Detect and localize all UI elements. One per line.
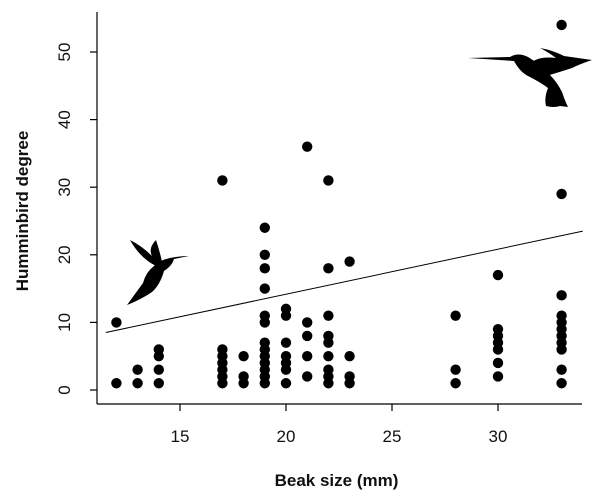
trendline	[105, 230, 583, 334]
data-point	[280, 337, 292, 348]
trendline-group	[105, 230, 583, 334]
data-point	[280, 310, 292, 321]
x-tick-label: 30	[489, 427, 508, 446]
data-point	[556, 378, 567, 389]
data-point	[302, 330, 313, 342]
data-point	[323, 378, 334, 389]
y-tick-label: 40	[55, 110, 74, 129]
data-point	[323, 175, 334, 186]
y-tick-label: 30	[55, 178, 74, 197]
data-point	[450, 364, 461, 375]
data-point	[259, 249, 270, 260]
axes: 15 20 25 30 0 10 20 30 40 50 Beak size (mm) Humminb…	[13, 12, 582, 490]
data-point	[450, 310, 461, 321]
data-point	[238, 351, 249, 362]
data-point	[153, 364, 164, 375]
data-point	[217, 175, 228, 186]
data-point	[556, 188, 567, 200]
data-point	[259, 263, 270, 274]
data-point	[492, 357, 504, 369]
data-point	[259, 317, 270, 328]
data-point	[302, 141, 313, 152]
data-point	[323, 263, 334, 274]
data-point	[132, 378, 143, 389]
x-tick-label: 25	[383, 427, 402, 446]
data-point	[450, 378, 461, 389]
data-point	[344, 351, 355, 362]
data-points	[111, 19, 567, 389]
data-point	[556, 344, 567, 355]
y-axis-title: Humminbird degree	[13, 131, 32, 292]
data-point	[153, 351, 164, 362]
hummingbird-left-icon	[127, 240, 189, 305]
data-point	[111, 378, 122, 389]
y-tick-label: 50	[55, 43, 74, 62]
data-point	[153, 378, 164, 389]
data-point	[111, 317, 122, 328]
data-point	[323, 310, 334, 321]
data-point	[302, 317, 313, 328]
data-point	[344, 256, 355, 267]
data-point	[492, 269, 504, 281]
data-point	[259, 222, 270, 233]
data-point	[238, 378, 249, 389]
data-point	[302, 371, 313, 382]
data-point	[556, 290, 567, 301]
data-point	[132, 364, 143, 375]
y-tick-label: 0	[55, 385, 74, 394]
x-tick-label: 15	[171, 427, 190, 446]
data-point	[217, 378, 228, 389]
data-point	[323, 351, 334, 362]
data-point	[280, 378, 292, 389]
y-tick-label: 20	[55, 245, 74, 264]
x-tick-label: 20	[277, 427, 296, 446]
data-point	[492, 344, 504, 355]
hummingbird-right-icon	[468, 48, 592, 107]
data-point	[259, 283, 270, 294]
data-point	[556, 19, 567, 31]
data-point	[556, 364, 567, 375]
data-point	[280, 364, 292, 375]
data-point	[259, 378, 270, 389]
x-axis-title: Beak size (mm)	[275, 471, 399, 490]
data-point	[344, 378, 355, 389]
data-point	[492, 371, 504, 382]
data-point	[302, 351, 313, 362]
y-tick-label: 10	[55, 313, 74, 332]
data-point	[323, 337, 334, 348]
